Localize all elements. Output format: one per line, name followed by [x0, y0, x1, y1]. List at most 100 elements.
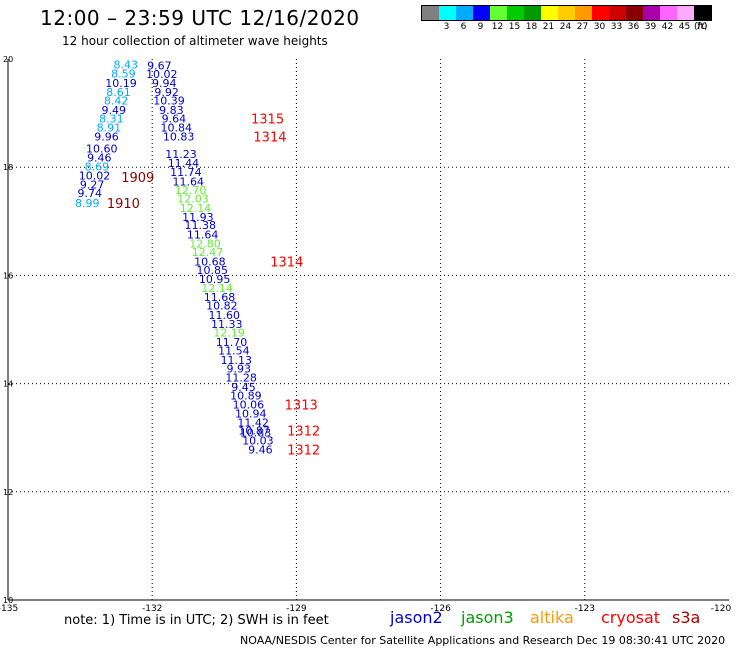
swh-value-label: 11.38	[185, 219, 217, 232]
chart-title: 12:00 – 23:59 UTC 12/16/2020	[40, 6, 360, 30]
colorbar-label: 6	[460, 22, 467, 32]
y-tick-label: 18	[3, 163, 13, 172]
swh-value-label: 12.70	[175, 184, 207, 197]
swh-value-label: 11.70	[216, 336, 248, 349]
swh-value-label: 9.83	[159, 104, 184, 117]
swh-value-label: 12.14	[180, 202, 212, 215]
colorbar-label: 42	[661, 22, 674, 32]
swh-value-label: 10.02	[146, 68, 178, 81]
swh-value-label: 10.60	[86, 142, 118, 155]
colorbar-label: 27	[576, 22, 589, 32]
swh-value-label: 11.68	[204, 291, 236, 304]
swh-value-label: 12.14	[201, 282, 233, 295]
credit-text: NOAA/NESDIS Center for Satellite Applica…	[240, 634, 726, 647]
swh-value-label: 8.42	[104, 95, 129, 108]
swh-value-label: 8.31	[99, 113, 124, 126]
pass-number-label: 1312	[287, 444, 320, 459]
swh-value-label: 11.23	[165, 148, 197, 161]
colorbar-cell	[422, 6, 439, 20]
swh-value-label: 10.83	[240, 426, 272, 439]
colorbar-label: 15	[508, 22, 521, 32]
colorbar-label: 70	[695, 22, 708, 32]
swh-value-label: 8.99	[75, 197, 100, 210]
swh-value-label: 10.94	[235, 407, 267, 420]
swh-value-label: 9.92	[154, 86, 179, 99]
colorbar-label: 3	[443, 22, 450, 32]
colorbar-cell	[456, 6, 473, 20]
colorbar-label: 39	[644, 22, 657, 32]
y-tick-label: 14	[3, 380, 13, 389]
colorbar-cell	[592, 6, 609, 20]
x-tick-label: -123	[575, 604, 595, 614]
colorbar-label: 9	[477, 22, 484, 32]
legend-item-jason2: jason2	[390, 608, 443, 627]
colorbar-cell	[677, 6, 694, 20]
swh-value-label: 9.64	[162, 113, 187, 126]
swh-value-label: 12.19	[213, 327, 245, 340]
colorbar-label: 18	[525, 22, 538, 32]
swh-value-label: 8.43	[114, 58, 139, 71]
note-text: note: 1) Time is in UTC; 2) SWH is in fe…	[64, 613, 329, 628]
x-tick-label: -120	[711, 604, 732, 614]
y-tick-label: 16	[3, 271, 13, 280]
swh-value-label: 9.94	[152, 77, 177, 90]
colorbar-label: 33	[610, 22, 623, 32]
legend-item-jason3: jason3	[461, 608, 514, 627]
swh-value-label: 9.74	[77, 187, 102, 200]
colorbar-cell	[439, 6, 456, 20]
colorbar-cell	[643, 6, 660, 20]
swh-value-label: 12.80	[189, 237, 221, 250]
swh-value-label: 8.61	[106, 86, 131, 99]
axis-ticks: -135 -132 -129 -126 -123 -120 20 18 16 14 12 10	[0, 55, 731, 614]
colorbar-label: 30	[593, 22, 606, 32]
pass-number-label: 1910	[107, 197, 140, 212]
swh-value-label: 9.27	[80, 179, 105, 192]
pass-number-label: 1315	[251, 113, 284, 128]
swh-value-label: 10.89	[230, 390, 262, 403]
swh-value-label: 12.03	[177, 193, 209, 206]
swh-value-label: 10.02	[79, 169, 111, 182]
colorbar-label: 45	[678, 22, 691, 32]
colorbar-cell	[507, 6, 524, 20]
pass-number-label: 1909	[121, 171, 154, 186]
swh-value-label: 8.59	[111, 68, 136, 81]
swh-value-label: 11.74	[170, 166, 202, 179]
legend-item-cryosat: cryosat	[601, 608, 661, 627]
swh-value-label: 10.82	[206, 300, 238, 313]
swh-value-label: 10.87	[238, 425, 270, 438]
legend-item-altika: altika	[530, 608, 574, 627]
colorbar-cell	[626, 6, 643, 20]
colorbar-label: 36	[627, 22, 640, 32]
colorbar-cell	[524, 6, 541, 20]
swh-value-label: 11.64	[173, 175, 205, 188]
swh-value-label: 10.84	[160, 122, 192, 135]
colorbar-cell	[473, 6, 490, 20]
swh-value-label: 11.54	[218, 345, 250, 358]
legend-item-s3a: s3a	[672, 608, 701, 627]
swh-value-label: 9.96	[94, 130, 119, 143]
pass-number-label: 1312	[287, 425, 320, 440]
swh-value-label: 11.93	[182, 211, 214, 224]
x-tick-label: -135	[0, 604, 18, 614]
swh-value-label: 10.83	[163, 130, 195, 143]
colorbar-label: 21	[542, 22, 555, 32]
colorbar-label: 12	[491, 22, 504, 32]
swh-value-label: 9.46	[87, 151, 112, 164]
colorbar-cell	[490, 6, 507, 20]
colorbar-cell	[575, 6, 592, 20]
swh-value-label: 10.19	[105, 77, 137, 90]
swh-value-label: 9.49	[101, 104, 126, 117]
colorbar-cell	[609, 6, 626, 20]
colorbar-label: 24	[559, 22, 572, 32]
swh-value-label: 11.13	[221, 354, 253, 367]
swh-value-label: 9.67	[147, 59, 172, 72]
swh-value-label: 9.93	[226, 362, 251, 375]
pass-labels: 1315 1314 1909 1910 1314 1313 1312 1312	[107, 113, 320, 459]
swh-value-label: 10.06	[233, 399, 265, 412]
swh-value-label: 9.46	[248, 444, 273, 457]
swh-value-label: 10.39	[153, 95, 185, 108]
swh-value-label: 8.69	[85, 161, 110, 174]
swh-value-label: 11.60	[209, 309, 241, 322]
y-tick-label: 10	[3, 596, 13, 605]
x-tick-label: -126	[430, 604, 451, 614]
